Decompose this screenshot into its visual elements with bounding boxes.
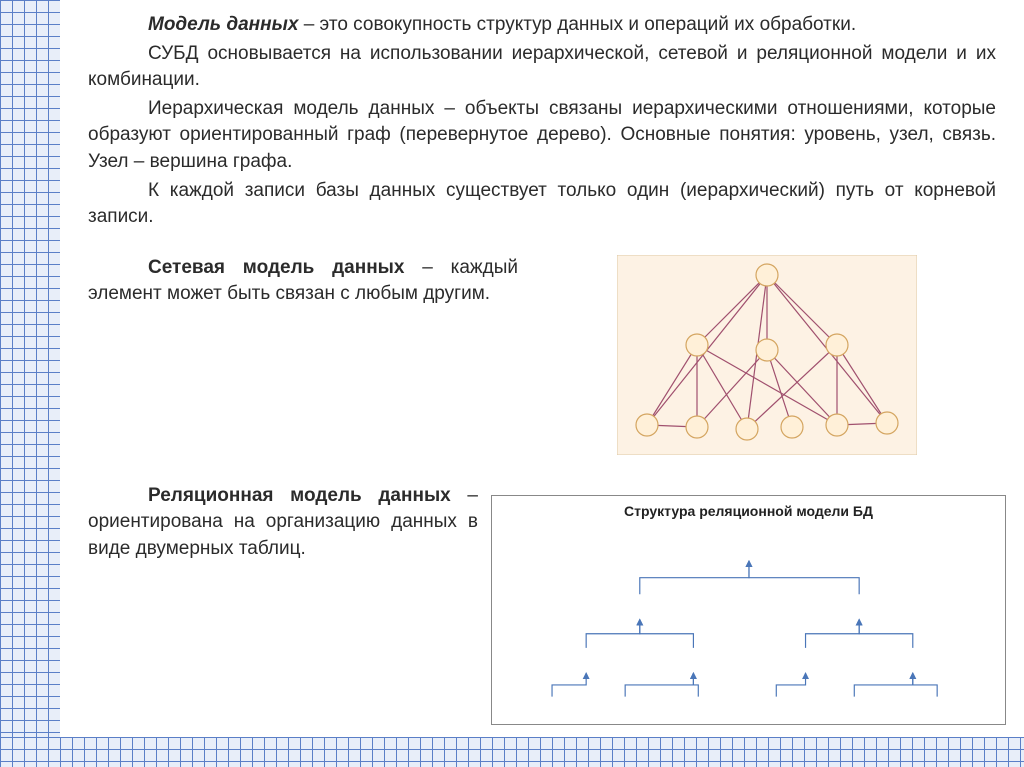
para-2: СУБД основывается на использовании иерар…	[88, 41, 996, 94]
para-3: Иерархическая модель данных – объекты св…	[88, 96, 996, 176]
relational-diagram-title: Структура реляционной модели БД	[492, 496, 1005, 526]
para-5: Сетевая модель данных – каждый элемент м…	[88, 255, 518, 308]
decorative-grid-bottom	[0, 737, 1024, 767]
network-diagram	[617, 255, 917, 455]
network-section: Сетевая модель данных – каждый элемент м…	[88, 255, 996, 455]
slide-content: Модель данных – это совокупность структу…	[60, 0, 1024, 737]
para-6: Реляционная модель данных – ориентирован…	[88, 483, 478, 563]
term-relational-model: Реляционная модель данных	[148, 485, 451, 506]
term-network-model: Сетевая модель данных	[148, 257, 404, 278]
decorative-grid-left	[0, 0, 60, 767]
term-data-model: Модель данных	[148, 14, 298, 35]
para-4: К каждой записи базы данных существует т…	[88, 178, 996, 231]
para-1-rest: – это совокупность структур данных и опе…	[298, 14, 856, 35]
relational-diagram-box: Структура реляционной модели БД	[491, 495, 1006, 725]
para-1: Модель данных – это совокупность структу…	[88, 12, 996, 39]
relational-diagram	[492, 526, 1005, 721]
